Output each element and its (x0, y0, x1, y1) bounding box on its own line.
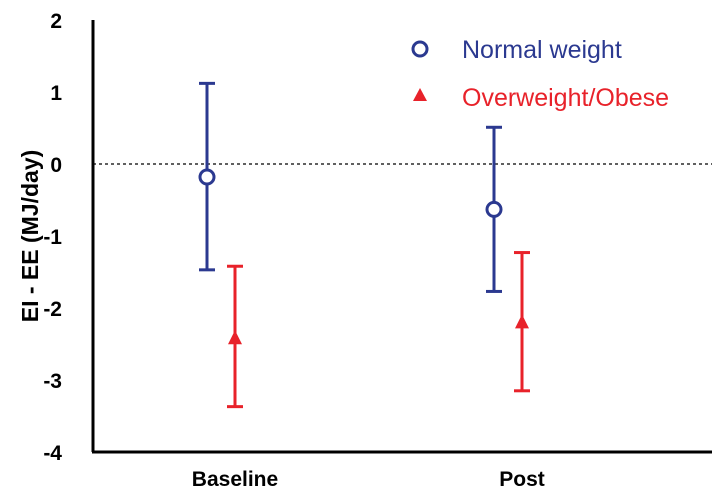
data-point-overweight-obese-baseline (228, 330, 242, 345)
y-tick-label: 0 (50, 154, 62, 177)
y-axis-label: EI - EE (MJ/day) (17, 150, 43, 323)
y-tick-label: -2 (43, 298, 62, 321)
legend-marker-normal-weight (411, 40, 429, 58)
x-category-label-baseline: Baseline (192, 468, 278, 491)
legend-label-overweight-obese: Overweight/Obese (462, 84, 669, 112)
data-marks (198, 81, 530, 409)
y-tick-label: -1 (43, 226, 62, 249)
y-tick-label: 1 (50, 82, 62, 105)
data-point-overweight-obese-post (515, 314, 529, 329)
data-point-normal-weight-post (485, 200, 503, 218)
y-tick-label: -4 (43, 442, 62, 465)
data-point-normal-weight-baseline (198, 168, 216, 186)
legend-label-normal-weight: Normal weight (462, 36, 622, 64)
legend-marker-overweight-obese (413, 88, 427, 101)
legend: Normal weight Overweight/Obese (411, 36, 669, 112)
x-category-label-post: Post (499, 468, 545, 491)
y-tick-label: -3 (43, 370, 62, 393)
y-tick-label: 2 (50, 10, 62, 33)
